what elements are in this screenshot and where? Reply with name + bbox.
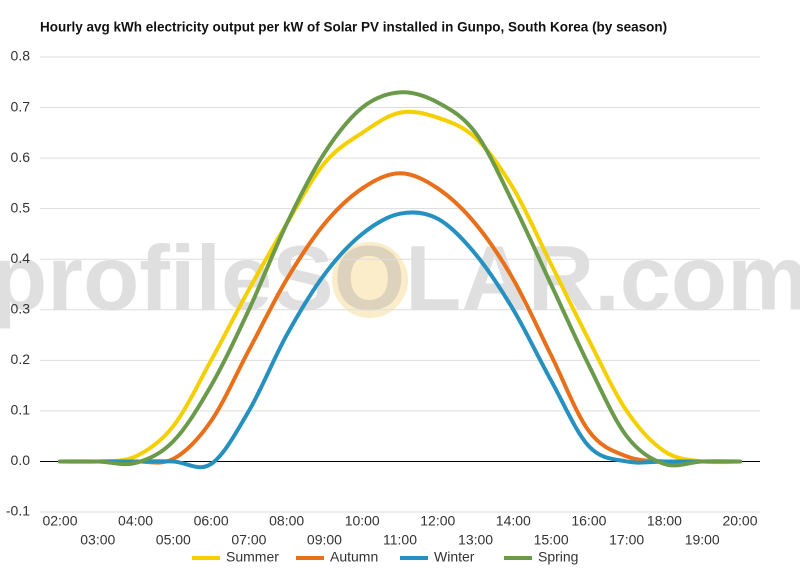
y-tick-label: 0.1 <box>11 402 31 418</box>
x-tick-label: 20:00 <box>722 513 757 529</box>
y-tick-label: 0.6 <box>11 149 31 165</box>
y-tick-label: -0.1 <box>6 503 30 519</box>
legend-label: Summer <box>226 549 279 565</box>
x-tick-label: 07:00 <box>231 532 266 548</box>
x-tick-label: 19:00 <box>685 532 720 548</box>
x-tick-label: 08:00 <box>269 513 304 529</box>
chart-title: Hourly avg kWh electricity output per kW… <box>40 20 667 35</box>
y-tick-label: 0.7 <box>11 98 31 114</box>
series-line <box>58 171 742 465</box>
x-tick-label: 11:00 <box>383 532 417 548</box>
x-tick-label: 06:00 <box>194 513 229 529</box>
series-line <box>58 210 742 470</box>
x-tick-label: 12:00 <box>420 513 455 529</box>
y-tick-label: 0.4 <box>11 250 31 266</box>
y-tick-label: 0.2 <box>11 351 31 367</box>
x-tick-label: 10:00 <box>345 513 380 529</box>
x-tick-label: 04:00 <box>118 513 153 529</box>
x-tick-label: 18:00 <box>647 513 682 529</box>
x-tick-label: 09:00 <box>307 532 342 548</box>
y-tick-label: 0.5 <box>11 199 31 215</box>
watermark-sun <box>332 242 408 318</box>
legend-label: Autumn <box>330 549 378 565</box>
series-line <box>58 90 742 468</box>
x-tick-label: 13:00 <box>458 532 493 548</box>
y-tick-label: 0.0 <box>11 452 31 468</box>
watermark: profileSOLAR.com <box>0 227 800 329</box>
x-tick-label: 02:00 <box>42 513 77 529</box>
series-line <box>58 109 742 465</box>
x-tick-label: 17:00 <box>609 532 644 548</box>
y-tick-label: 0.8 <box>11 48 31 64</box>
x-tick-label: 15:00 <box>534 532 569 548</box>
legend-label: Spring <box>538 549 578 565</box>
x-tick-label: 16:00 <box>571 513 606 529</box>
y-tick-label: 0.3 <box>11 300 31 316</box>
x-tick-label: 03:00 <box>80 532 115 548</box>
legend-label: Winter <box>434 549 475 565</box>
x-tick-label: 14:00 <box>496 513 531 529</box>
x-tick-label: 05:00 <box>156 532 191 548</box>
